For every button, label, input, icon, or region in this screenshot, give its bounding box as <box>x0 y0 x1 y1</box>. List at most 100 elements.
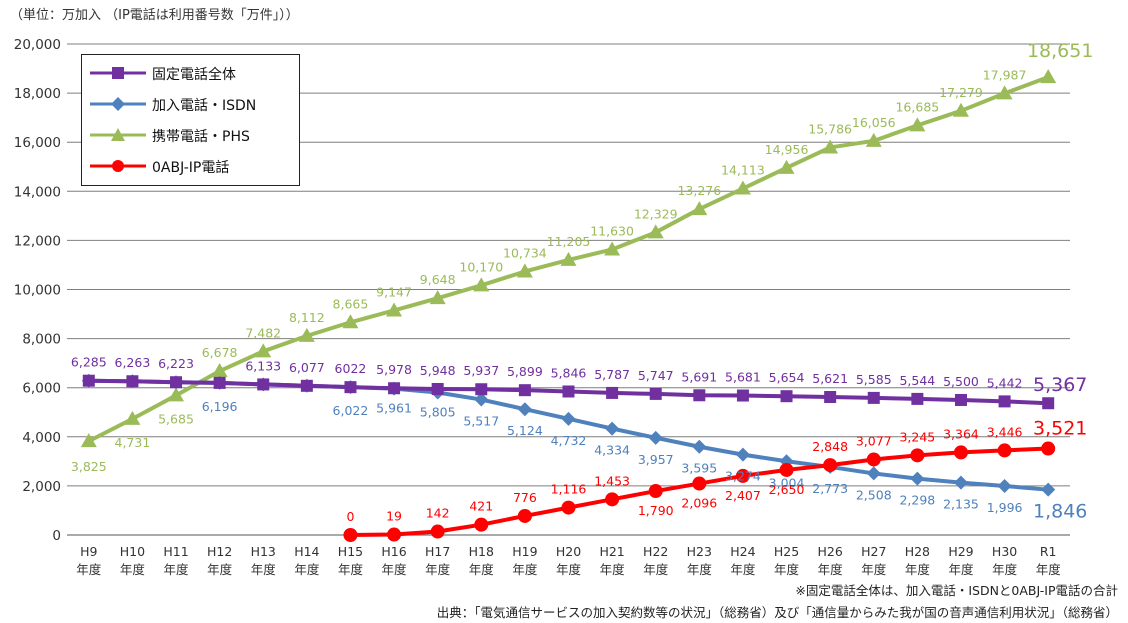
data-label: 3,274 <box>725 469 761 484</box>
data-label: 2,298 <box>899 493 935 508</box>
x-tick-label: H17 <box>425 544 450 559</box>
legend-label: 携帯電話・PHS <box>152 129 250 145</box>
data-label: 11,205 <box>547 234 591 249</box>
marker-triangle <box>909 117 926 132</box>
data-label: 421 <box>469 499 493 514</box>
x-tick-label: H27 <box>861 544 886 559</box>
data-label: 3,364 <box>943 426 979 441</box>
marker-square <box>475 383 488 396</box>
x-tick-sublabel: 年度 <box>905 562 931 577</box>
y-tick-label: 20,000 <box>14 37 61 53</box>
marker-circle <box>779 462 794 477</box>
marker-square <box>82 374 95 387</box>
data-label: 4,334 <box>594 443 630 458</box>
x-tick-label: H28 <box>905 544 930 559</box>
data-label: 5,691 <box>681 369 717 384</box>
marker-circle <box>953 445 968 460</box>
x-tick-sublabel: 年度 <box>382 562 408 577</box>
x-tick-sublabel: 年度 <box>512 562 538 577</box>
marker-triangle <box>342 314 359 329</box>
data-label: 5,681 <box>725 370 761 385</box>
data-label: 4,731 <box>115 435 151 450</box>
marker-circle <box>605 492 620 507</box>
legend-label: 固定電話全体 <box>152 67 236 83</box>
x-tick-sublabel: 年度 <box>687 562 713 577</box>
marker-diamond <box>517 402 532 417</box>
data-label: 3,077 <box>856 433 892 448</box>
data-label: 6,678 <box>202 345 238 360</box>
x-tick-label: H16 <box>381 544 406 559</box>
data-label: 1,996 <box>987 500 1023 515</box>
source-note: 出典：「電気通信サービスの加入契約数等の状況」（総務省）及び「通信量からみた我が… <box>436 605 1118 620</box>
marker-triangle <box>429 290 446 305</box>
x-tick-label: H25 <box>774 544 799 559</box>
marker-square <box>911 392 924 405</box>
marker-triangle <box>604 241 621 256</box>
data-label: 5,685 <box>158 411 194 426</box>
marker-triangle <box>952 102 969 117</box>
legend-label: 加入電話・ISDN <box>152 98 257 114</box>
marker-triangle <box>734 180 751 195</box>
marker-triangle <box>865 132 882 147</box>
unit-label: （単位：万加入 （IP電話は利用番号数「万件」）） <box>10 8 299 23</box>
data-label: 6,022 <box>333 403 369 418</box>
data-label: 6,196 <box>202 399 238 414</box>
marker-triangle <box>516 263 533 278</box>
legend-item-ip-phone: 0ABJ-IP電話 <box>82 155 299 177</box>
y-tick-label: 12,000 <box>14 233 61 249</box>
marker-square <box>649 387 662 400</box>
data-label: 17,279 <box>939 85 983 100</box>
data-label: 3,004 <box>769 475 805 490</box>
x-tick-sublabel: 年度 <box>120 562 146 577</box>
data-label: 5,517 <box>463 414 499 429</box>
marker-square <box>954 393 967 406</box>
marker-circle <box>866 452 881 467</box>
series-group <box>80 69 1057 542</box>
data-label: 2,848 <box>812 439 848 454</box>
x-tick-sublabel: 年度 <box>294 562 320 577</box>
data-label: 18,651 <box>1027 40 1093 62</box>
marker-circle <box>430 524 445 539</box>
x-tick-label: H18 <box>469 544 494 559</box>
marker-diamond <box>953 475 968 490</box>
data-label: 5,544 <box>899 373 935 388</box>
data-label: 14,113 <box>721 163 765 178</box>
marker-diamond <box>648 430 663 445</box>
marker-circle <box>474 517 489 532</box>
data-label: 142 <box>426 506 450 521</box>
x-tick-sublabel: 年度 <box>251 562 277 577</box>
y-tick-label: 10,000 <box>14 283 61 299</box>
data-label: 10,170 <box>459 259 503 274</box>
x-tick-sublabel: 年度 <box>469 562 495 577</box>
marker-triangle <box>1040 69 1057 84</box>
y-tick-label: 14,000 <box>14 184 61 200</box>
data-label: 1,116 <box>551 482 587 497</box>
data-label: 8,665 <box>333 296 369 311</box>
data-labels: 6,285 6,263 6,223 6,196 6,133 6,077 6022 5,978 5… <box>71 40 1094 524</box>
data-label: 5,805 <box>420 404 456 419</box>
series-2 <box>80 69 1057 448</box>
x-tick-sublabel: 年度 <box>774 562 800 577</box>
x-tick-sublabel: 年度 <box>643 562 669 577</box>
x-tick-label: H21 <box>599 544 624 559</box>
marker-square <box>998 395 1011 408</box>
marker-square <box>431 382 444 395</box>
data-label: 3,521 <box>1033 418 1087 440</box>
data-label: 5,747 <box>638 368 674 383</box>
y-tick-label: 0 <box>52 528 61 544</box>
data-label: 17,987 <box>983 67 1027 82</box>
data-label: 2,508 <box>856 487 892 502</box>
data-label: 5,124 <box>507 423 543 438</box>
marker-diamond <box>997 478 1012 493</box>
data-label: 5,442 <box>987 375 1023 390</box>
marker-square <box>780 390 793 403</box>
data-label: 3,446 <box>987 424 1023 439</box>
x-axis-ticks: H9 年度 H10 年度 H11 年度 H12 年度 H13 年度 H14 年度 H15 年度 H16 年度 H… <box>76 544 1061 577</box>
data-label: 15,786 <box>808 121 852 136</box>
data-label: 9,648 <box>420 272 456 287</box>
data-label: 14,956 <box>765 142 809 157</box>
marker-square <box>388 382 401 395</box>
y-tick-label: 18,000 <box>14 86 61 102</box>
x-tick-sublabel: 年度 <box>556 562 582 577</box>
